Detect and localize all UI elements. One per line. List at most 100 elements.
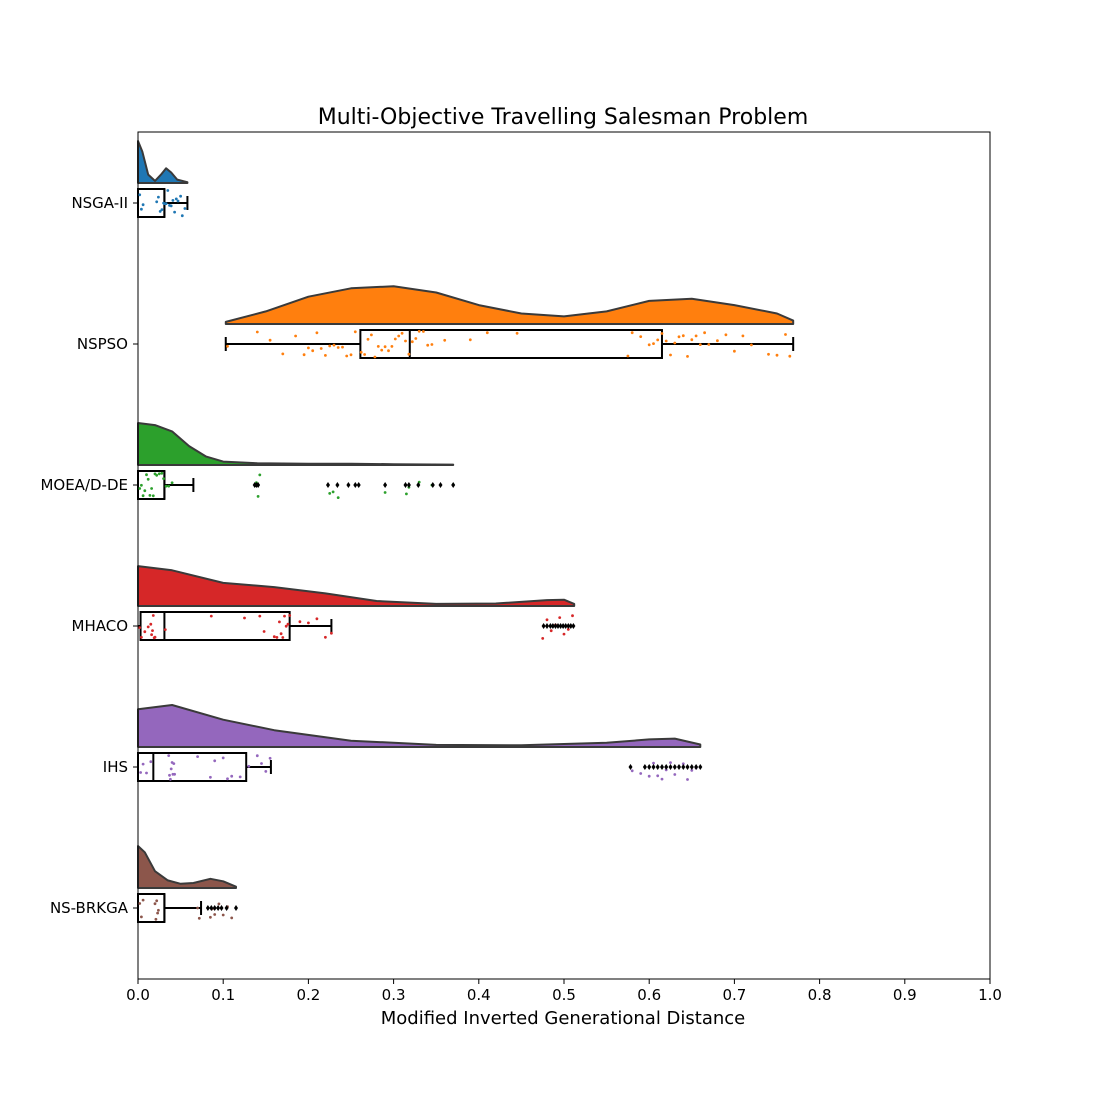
data-point bbox=[724, 333, 728, 337]
data-point bbox=[677, 335, 681, 339]
category-label: NS-BRKGA bbox=[50, 899, 129, 917]
data-point bbox=[558, 616, 562, 619]
outlier-marker bbox=[655, 764, 660, 770]
data-point bbox=[407, 352, 411, 356]
data-point bbox=[172, 762, 176, 765]
data-point bbox=[707, 343, 711, 346]
outlier-marker bbox=[416, 482, 421, 488]
data-point bbox=[140, 207, 143, 211]
category-label: NSGA-II bbox=[71, 194, 128, 212]
data-point bbox=[158, 210, 162, 213]
data-point bbox=[217, 902, 221, 906]
data-point bbox=[179, 194, 183, 198]
chart-title: Multi-Objective Travelling Salesman Prob… bbox=[318, 105, 809, 130]
outlier-marker bbox=[553, 623, 558, 629]
outlier-marker bbox=[681, 764, 686, 770]
outlier-marker bbox=[694, 764, 699, 770]
data-point bbox=[166, 189, 170, 192]
data-point bbox=[157, 472, 161, 476]
data-point bbox=[673, 773, 677, 776]
data-point bbox=[154, 917, 158, 921]
data-point bbox=[141, 494, 145, 498]
data-point bbox=[336, 346, 340, 349]
data-point bbox=[153, 635, 157, 639]
data-point bbox=[209, 614, 213, 618]
data-point bbox=[311, 349, 315, 353]
data-point bbox=[652, 761, 655, 765]
data-point bbox=[767, 352, 770, 356]
outlier-marker bbox=[651, 764, 656, 770]
data-point bbox=[370, 333, 373, 337]
data-point bbox=[140, 635, 143, 639]
data-point bbox=[209, 915, 212, 919]
data-point bbox=[149, 760, 153, 764]
x-tick-label: 0.2 bbox=[296, 986, 320, 1004]
outlier-marker bbox=[563, 623, 568, 629]
data-point bbox=[566, 628, 570, 631]
density-cloud bbox=[137, 140, 189, 184]
outlier-marker bbox=[219, 905, 224, 911]
data-point bbox=[138, 487, 142, 490]
data-point bbox=[167, 754, 171, 757]
data-point bbox=[169, 204, 173, 208]
data-point bbox=[341, 345, 344, 349]
data-point bbox=[213, 759, 217, 763]
data-point bbox=[173, 772, 177, 776]
data-point bbox=[390, 345, 394, 348]
data-point bbox=[140, 915, 143, 919]
data-point bbox=[652, 342, 655, 345]
data-point bbox=[630, 331, 634, 335]
data-point bbox=[148, 494, 152, 497]
data-point bbox=[545, 618, 549, 622]
outlier-marker bbox=[205, 905, 210, 911]
outlier-marker bbox=[451, 482, 456, 488]
data-point bbox=[571, 614, 574, 618]
outlier-marker bbox=[642, 764, 647, 770]
data-point bbox=[664, 339, 668, 343]
data-point bbox=[656, 338, 660, 342]
data-point bbox=[139, 771, 143, 774]
data-point bbox=[141, 898, 145, 902]
data-point bbox=[443, 338, 447, 342]
data-point bbox=[298, 620, 302, 624]
data-point bbox=[690, 338, 694, 342]
data-point bbox=[284, 624, 288, 628]
data-point bbox=[262, 630, 266, 633]
data-point bbox=[332, 343, 336, 347]
data-point bbox=[647, 774, 651, 778]
data-point bbox=[383, 491, 387, 494]
data-point bbox=[404, 339, 407, 343]
data-point bbox=[681, 762, 685, 766]
data-point bbox=[698, 343, 702, 346]
outlier-marker bbox=[403, 482, 408, 488]
data-point bbox=[345, 354, 349, 358]
data-point bbox=[143, 489, 147, 493]
outlier-marker bbox=[335, 482, 340, 488]
data-point bbox=[196, 755, 200, 758]
data-point bbox=[788, 354, 792, 358]
data-point bbox=[260, 762, 263, 765]
y-axis: NSGA-II NSPSO MOEA/D-DE MHACO IHS NS-BRKGA bbox=[40, 194, 138, 917]
outlier-marker bbox=[664, 764, 669, 770]
data-point bbox=[163, 628, 167, 631]
data-point bbox=[258, 473, 262, 477]
data-point bbox=[422, 330, 425, 333]
data-point bbox=[281, 352, 285, 356]
outlier-marker bbox=[550, 623, 555, 629]
x-axis-title: Modified Inverted Generational Distance bbox=[381, 1008, 746, 1029]
data-point bbox=[690, 769, 694, 772]
outlier-marker bbox=[356, 482, 361, 488]
data-point bbox=[145, 771, 148, 775]
outlier-marker bbox=[326, 482, 330, 488]
data-point bbox=[146, 477, 150, 481]
data-point bbox=[647, 343, 651, 347]
data-point bbox=[630, 769, 634, 773]
x-axis: 0.0 0.1 0.2 0.3 0.4 0.5 0.6 0.7 0.8 0.9 1.0 bbox=[126, 979, 1002, 1004]
data-point bbox=[221, 756, 225, 760]
x-tick-label: 0.9 bbox=[893, 986, 917, 1004]
data-point bbox=[167, 484, 171, 488]
outlier-marker bbox=[353, 482, 358, 488]
outlier-marker bbox=[212, 905, 217, 911]
category-label: NSPSO bbox=[77, 335, 128, 353]
